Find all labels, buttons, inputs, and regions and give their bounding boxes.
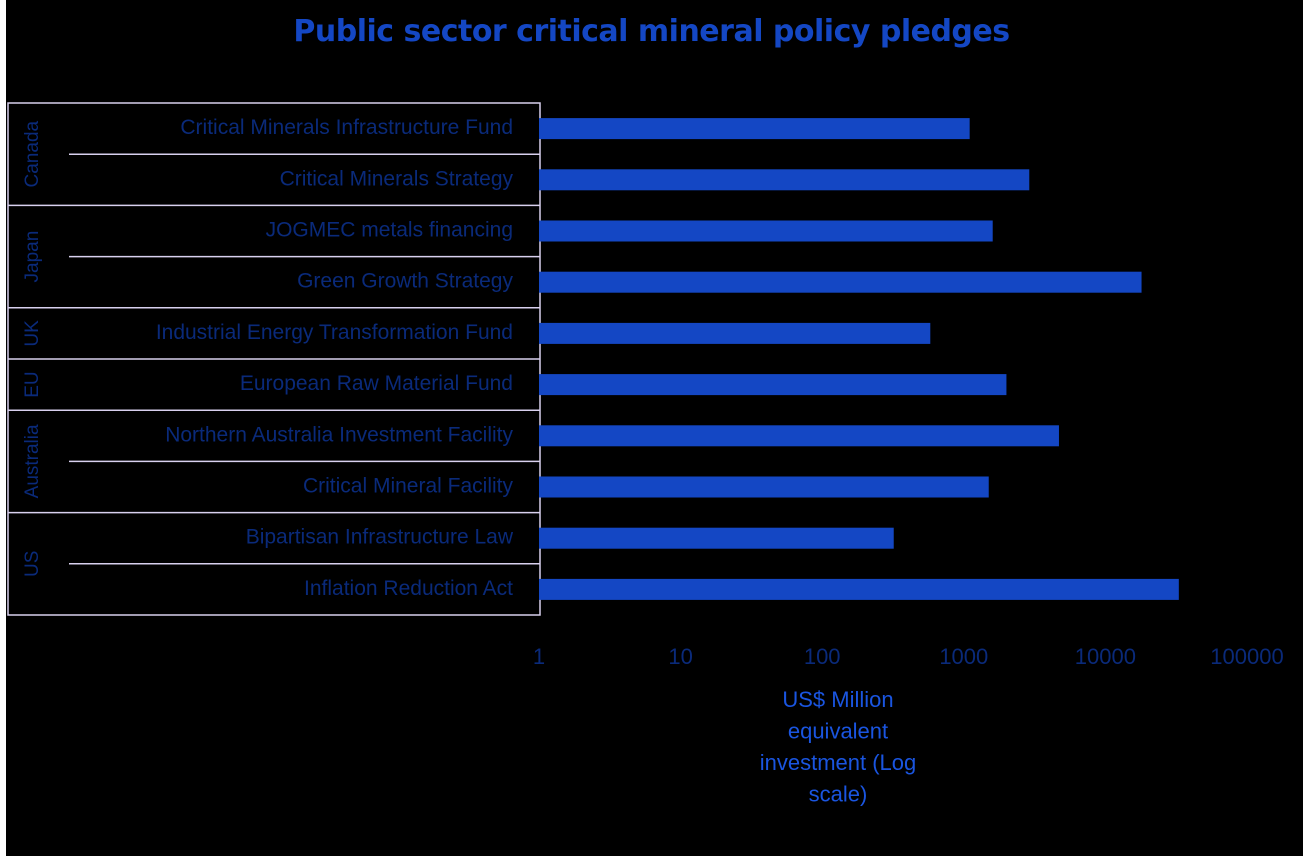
category-label: European Raw Material Fund	[240, 372, 513, 395]
bar-2	[539, 169, 1030, 191]
x-tick-label: 10000	[1075, 644, 1136, 669]
group-label-eu: EU	[22, 371, 43, 397]
category-label: Critical Minerals Strategy	[280, 167, 514, 190]
category-label: Inflation Reduction Act	[304, 577, 513, 600]
category-label: Green Growth Strategy	[297, 270, 513, 293]
group-label-uk: UK	[22, 320, 43, 347]
left-edge-strip	[0, 0, 6, 856]
x-tick-label: 100000	[1210, 644, 1283, 669]
x-tick-label: 1	[533, 644, 545, 669]
x-tick-label: 10	[668, 644, 692, 669]
category-label: Bipartisan Infrastructure Law	[246, 526, 514, 549]
group-label-canada: Canada	[22, 120, 43, 187]
category-label: Northern Australia Investment Facility	[165, 423, 513, 446]
category-label: Critical Mineral Facility	[303, 475, 514, 498]
x-tick-label: 1000	[939, 644, 988, 669]
bar-7	[539, 425, 1059, 447]
chart-title: Public sector critical mineral policy pl…	[293, 14, 1010, 49]
group-label-australia: Australia	[22, 424, 43, 498]
bar-4	[539, 271, 1142, 293]
group-label-japan: Japan	[22, 231, 43, 283]
category-label: Critical Minerals Infrastructure Fund	[180, 116, 513, 139]
x-axis-title-line: scale)	[809, 781, 868, 806]
x-axis-title-line: investment (Log	[760, 750, 917, 775]
group-label-us: US	[22, 551, 43, 577]
bar-1	[539, 118, 970, 140]
x-axis-title-line: US$ Million	[782, 687, 893, 712]
bar-6	[539, 374, 1007, 396]
x-tick-label: 100	[804, 644, 841, 669]
bar-5	[539, 322, 931, 344]
bar-9	[539, 527, 894, 549]
x-axis-title-line: equivalent	[788, 718, 888, 743]
bar-3	[539, 220, 993, 242]
category-label: Industrial Energy Transformation Fund	[156, 321, 513, 344]
category-label: JOGMEC metals financing	[266, 219, 513, 242]
bar-10	[539, 578, 1179, 600]
bar-8	[539, 476, 989, 498]
